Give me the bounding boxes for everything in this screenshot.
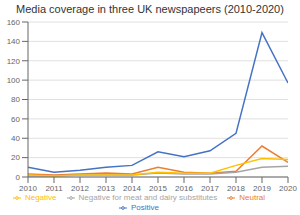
- svg-text:0: 0: [16, 173, 21, 182]
- svg-text:40: 40: [11, 134, 20, 143]
- html-text:Neutral: Neutral: [239, 193, 266, 202]
- svg-text:80: 80: [11, 95, 20, 104]
- svg-text:160: 160: [8, 18, 21, 27]
- svg-text:2014: 2014: [123, 184, 141, 193]
- svg-text:2010: 2010: [19, 184, 37, 193]
- svg-text:120: 120: [8, 57, 21, 66]
- svg-text:2013: 2013: [97, 184, 115, 193]
- svg-text:20: 20: [11, 153, 20, 162]
- svg-text:100: 100: [8, 76, 21, 85]
- html-text:Negative for meat and dairy su: Negative for meat and dairy substitutes: [78, 193, 218, 202]
- svg-text:2020: 2020: [279, 184, 292, 193]
- html-text:Media coverage in three UK new: Media coverage in three UK newspapeers (…: [16, 3, 284, 15]
- html-text:Positive: Positive: [131, 203, 159, 212]
- svg-text:2016: 2016: [175, 184, 193, 193]
- html-text:Negative: Negative: [24, 193, 57, 202]
- svg-text:2015: 2015: [149, 184, 167, 193]
- svg-text:60: 60: [11, 115, 20, 124]
- svg-text:2011: 2011: [45, 184, 63, 193]
- svg-text:2019: 2019: [253, 184, 271, 193]
- svg-text:2012: 2012: [71, 184, 89, 193]
- svg-text:140: 140: [8, 37, 21, 46]
- svg-text:2018: 2018: [227, 184, 245, 193]
- svg-text:2017: 2017: [201, 184, 219, 193]
